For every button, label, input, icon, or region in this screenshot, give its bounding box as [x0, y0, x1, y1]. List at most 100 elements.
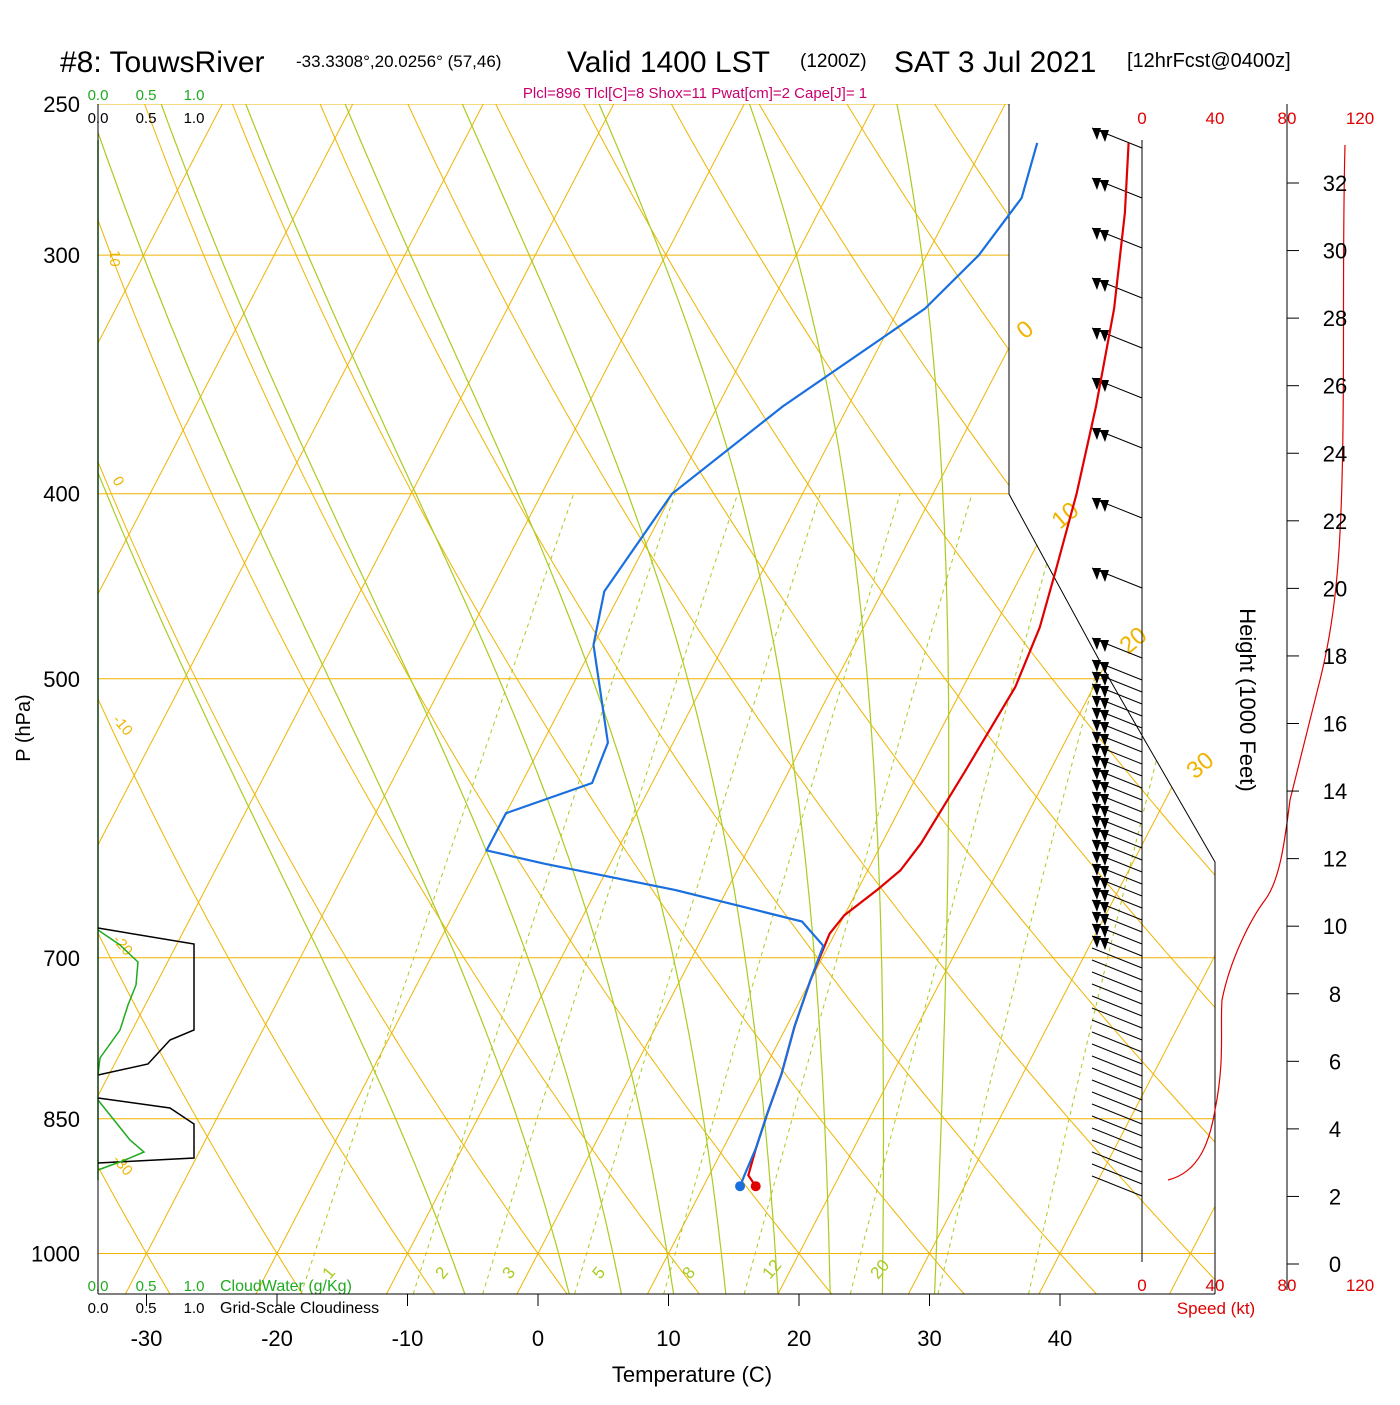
height-tick-label: 24 — [1323, 441, 1347, 466]
moist-adiabat-line — [161, 104, 621, 1294]
wind-barb-flag — [1092, 792, 1109, 806]
wind-barb-flag — [1092, 804, 1109, 818]
dry-adiabat-line — [1198, 104, 1400, 1294]
x-tick-label: 40 — [1048, 1326, 1072, 1351]
cloudiness-scale-label: 0.5 — [136, 110, 157, 127]
dry-adiabat-line — [320, 104, 1096, 1294]
x-axis-title: Temperature (C) — [612, 1362, 772, 1387]
valid-time: Valid 1400 LST — [567, 46, 770, 79]
wind-barb — [1092, 1092, 1142, 1112]
wind-barb — [1092, 1044, 1142, 1064]
wind-barb — [1092, 1020, 1142, 1040]
moist-adiabat-line — [88, 104, 569, 1294]
wind-barb — [1092, 1176, 1142, 1196]
forecast-info: [12hrFcst@0400z] — [1127, 50, 1291, 72]
x-tick-label: 30 — [917, 1326, 941, 1351]
pressure-tick-label: 400 — [43, 482, 80, 507]
plot-boundary — [1009, 104, 1215, 1294]
height-tick-label: 2 — [1329, 1184, 1341, 1209]
height-tick-label: 8 — [1329, 982, 1341, 1007]
isotherm-line — [908, 104, 1400, 1294]
dry-adiabat-label: 10 — [106, 250, 123, 267]
wind-barb-flag — [1092, 328, 1109, 342]
mixing-ratio-line — [938, 494, 1145, 1294]
dewpoint-surface-dot — [735, 1181, 745, 1191]
speed-tick-label: 40 — [1206, 109, 1225, 128]
mixing-ratio-line — [1029, 494, 1225, 1294]
forecast-date: SAT 3 Jul 2021 — [894, 46, 1096, 79]
dry-adiabat-label: 20 — [1115, 622, 1153, 660]
cloud-water-scale-label: 0.0 — [88, 87, 109, 104]
dry-adiabat-line — [232, 104, 964, 1294]
height-tick-label: 16 — [1323, 712, 1347, 737]
wind-barb-flag — [1092, 708, 1109, 722]
wind-barb-flag — [1092, 744, 1109, 758]
dry-adiabat-label: 0 — [109, 474, 128, 490]
mixing-ratio-line — [575, 494, 821, 1294]
wind-barb-flag — [1092, 128, 1109, 142]
height-tick-label: 28 — [1323, 306, 1347, 331]
zulu-time: (1200Z) — [800, 51, 867, 72]
isotherm-line — [1169, 104, 1400, 1294]
pressure-tick-label: 850 — [43, 1107, 80, 1132]
wind-barb — [1092, 984, 1142, 1004]
mixing-ratio-line — [301, 494, 574, 1294]
wind-barb — [1092, 1068, 1142, 1088]
isotherm-line — [386, 104, 1005, 1294]
isotherm-line — [517, 104, 1136, 1294]
speed-tick-label: 120 — [1346, 1276, 1374, 1295]
height-tick-label: 26 — [1323, 374, 1347, 399]
speed-tick-label: 0 — [1137, 109, 1146, 128]
height-tick-label: 0 — [1329, 1252, 1341, 1277]
dry-adiabat-line — [145, 104, 832, 1294]
speed-tick-label: 120 — [1346, 109, 1374, 128]
dry-adiabat-line — [935, 104, 1400, 1294]
wind-barb-flag — [1092, 178, 1109, 192]
x-tick-label: 10 — [656, 1326, 680, 1351]
cloud-water-scale-label: 0.5 — [136, 87, 157, 104]
height-tick-label: 30 — [1323, 239, 1347, 264]
x-tick-label: -20 — [261, 1326, 293, 1351]
height-tick-label: 32 — [1323, 171, 1347, 196]
mixing-ratio-label: 5 — [589, 1263, 610, 1282]
cloud-water-scale-label: 1.0 — [184, 1278, 205, 1295]
cloudiness-label: Grid-Scale Cloudiness — [220, 1300, 379, 1317]
wind-barb-flag — [1092, 876, 1109, 890]
isotherm-line — [778, 104, 1397, 1294]
dry-adiabat-label: 30 — [1182, 747, 1220, 785]
mixing-ratio-label: 2 — [432, 1263, 453, 1282]
dry-adiabat-line — [671, 104, 1400, 1294]
wind-barb-flag — [1092, 816, 1109, 830]
mixing-ratio-label: 20 — [867, 1256, 894, 1283]
wind-barb-flag — [1092, 684, 1109, 698]
pressure-tick-label: 1000 — [31, 1242, 80, 1267]
height-tick-label: 20 — [1323, 576, 1347, 601]
wind-barb-flag — [1092, 660, 1109, 674]
wind-barb — [1092, 1152, 1142, 1172]
moist-adiabat-line — [462, 104, 778, 1294]
mixing-ratio-line — [413, 494, 675, 1294]
x-tick-label: -10 — [392, 1326, 424, 1351]
wind-barb — [1092, 1008, 1142, 1028]
dry-adiabat-line — [1374, 104, 1400, 1294]
moist-adiabat-line — [897, 104, 949, 1294]
dry-adiabat-line — [0, 104, 567, 1294]
cloudiness-profile — [98, 928, 194, 1075]
dry-adiabat-label: 10 — [1047, 497, 1085, 535]
wind-barb — [1092, 1056, 1142, 1076]
cloudiness-scale-label: 1.0 — [184, 1300, 205, 1317]
speed-tick-label: 40 — [1206, 1276, 1225, 1295]
wind-barb-flag — [1092, 828, 1109, 842]
temperature-line — [748, 143, 1128, 1186]
height-tick-label: 18 — [1323, 644, 1347, 669]
pressure-tick-label: 500 — [43, 667, 80, 692]
wind-barb — [1092, 1032, 1142, 1052]
wind-barb-flag — [1092, 498, 1109, 512]
isotherm-line — [1039, 104, 1400, 1294]
wind-barb-flag — [1092, 228, 1109, 242]
